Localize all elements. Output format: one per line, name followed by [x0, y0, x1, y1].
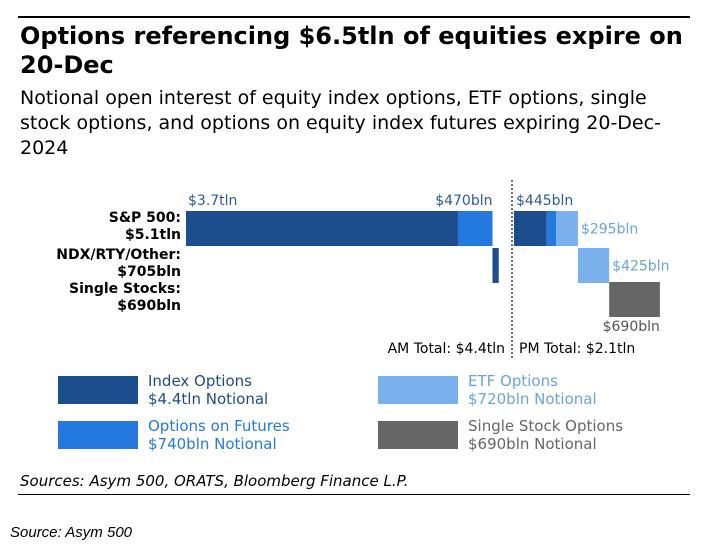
data-label: $295bln: [581, 222, 638, 238]
legend-label-index-options: Index Options $4.4tln Notional: [148, 372, 269, 408]
waterfall-chart: S&P 500:$5.1tln NDX/RTY/Other:$705blnSing…: [56, 180, 669, 358]
bar-segment-options-on-futures: [546, 211, 557, 246]
category-label: Single Stocks:: [69, 281, 181, 297]
bottom-rule: [18, 494, 690, 495]
legend-swatch-index-options: [58, 376, 138, 404]
image-source-caption: Source: Asym 500: [10, 524, 132, 541]
bar-segment-options-on-futures: [457, 211, 493, 246]
data-label: $3.7tln: [188, 193, 237, 209]
chart-title: Options referencing $6.5tln of equities …: [20, 22, 683, 79]
legend-label-options-on-futures: Options on Futures $740bln Notional: [148, 417, 290, 453]
category-label: NDX/RTY/Other:: [56, 247, 181, 263]
bar-segment-index-options: [492, 248, 499, 283]
bar-segment-etf-options: [556, 211, 578, 246]
chart-subtitle: Notional open interest of equity index o…: [20, 87, 661, 159]
top-rule: [18, 16, 690, 18]
category-label: $5.1tln: [125, 227, 181, 243]
data-label: $470bln: [435, 193, 492, 209]
category-label: $705bln: [117, 264, 181, 280]
data-label: $425bln: [612, 259, 669, 275]
legend-swatch-etf-options: [378, 376, 458, 404]
legend-swatch-single-stock-options: [378, 421, 458, 449]
category-label: $690bln: [117, 298, 181, 314]
am-total-label: AM Total: $4.4tln: [388, 341, 505, 357]
data-label: $445bln: [516, 193, 573, 209]
bar-segment-index-options: [514, 211, 547, 246]
bar-segment-etf-options: [577, 248, 610, 283]
category-label: S&P 500:: [109, 210, 181, 226]
data-label: $690bln: [603, 319, 660, 335]
legend-label-etf-options: ETF Options $720bln Notional: [468, 372, 597, 408]
pm-total-label: PM Total: $2.1tln: [519, 341, 635, 357]
legend-swatch-options-on-futures: [58, 421, 138, 449]
bar-segment-single-stock-options: [609, 282, 660, 317]
legend-label-single-stock-options: Single Stock Options $690bln Notional: [468, 417, 624, 453]
sources-note: Sources: Asym 500, ORATS, Bloomberg Fina…: [20, 472, 409, 490]
bar-segment-index-options: [186, 211, 458, 246]
